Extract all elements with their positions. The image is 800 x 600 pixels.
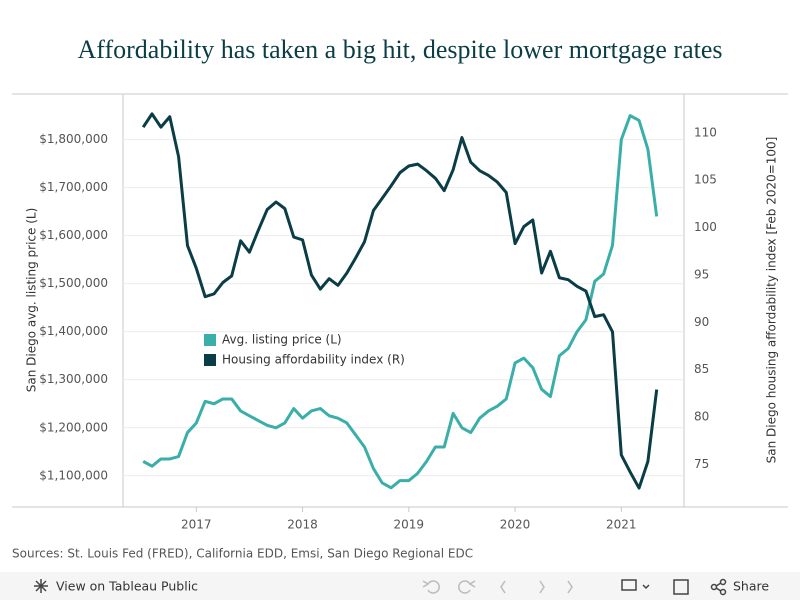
y2-tick-label: 105 — [694, 173, 717, 187]
x-tick-label: 2019 — [394, 518, 425, 532]
y-tick-label: $1,500,000 — [39, 276, 108, 290]
source: Sources: St. Louis Fed (FRED), Californi… — [12, 547, 473, 561]
y-tick-label: $1,400,000 — [39, 324, 108, 338]
legend-swatch — [204, 354, 216, 366]
series-line — [141, 112, 659, 490]
y-tick-label: $1,300,000 — [39, 372, 108, 386]
toolbar-icons — [422, 580, 573, 594]
chart-title: Affordability has taken a big hit, despi… — [78, 35, 723, 64]
view-link[interactable]: View on Tableau Public — [56, 579, 198, 594]
x-tick-label: 2017 — [181, 518, 212, 532]
legend-label: Housing affordability index (R) — [222, 353, 405, 367]
x-tick-label: 2018 — [287, 518, 318, 532]
y-tick-label: $1,700,000 — [39, 180, 108, 194]
x-tick-label: 2020 — [500, 518, 531, 532]
y-tick-label: $1,200,000 — [39, 420, 108, 434]
series-line — [142, 114, 659, 490]
y2-tick-label: 90 — [694, 315, 709, 329]
y2-tick-label: 100 — [694, 220, 717, 234]
y2-tick-label: 75 — [694, 457, 709, 471]
y2-tick-label: 80 — [694, 410, 709, 424]
y2-axis-title: San Diego housing affordability index [F… — [765, 137, 779, 464]
y2-tick-label: 85 — [694, 362, 709, 376]
y2-tick-label: 95 — [694, 267, 709, 281]
x-tick-label: 2021 — [606, 518, 637, 532]
y-tick-label: $1,100,000 — [39, 468, 108, 482]
y2-tick-label: 110 — [694, 125, 717, 139]
tableau-icon — [34, 579, 48, 593]
y-axis-title: San Diego avg. listing price (L) — [25, 208, 39, 393]
y-tick-label: $1,800,000 — [39, 132, 108, 146]
legend-label: Avg. listing price (L) — [222, 333, 342, 347]
legend-swatch — [204, 334, 216, 346]
toolbar — [0, 572, 800, 600]
toolbar-icons-dark — [621, 578, 727, 596]
y-tick-label: $1,600,000 — [39, 228, 108, 242]
share-button[interactable]: Share — [733, 579, 769, 594]
